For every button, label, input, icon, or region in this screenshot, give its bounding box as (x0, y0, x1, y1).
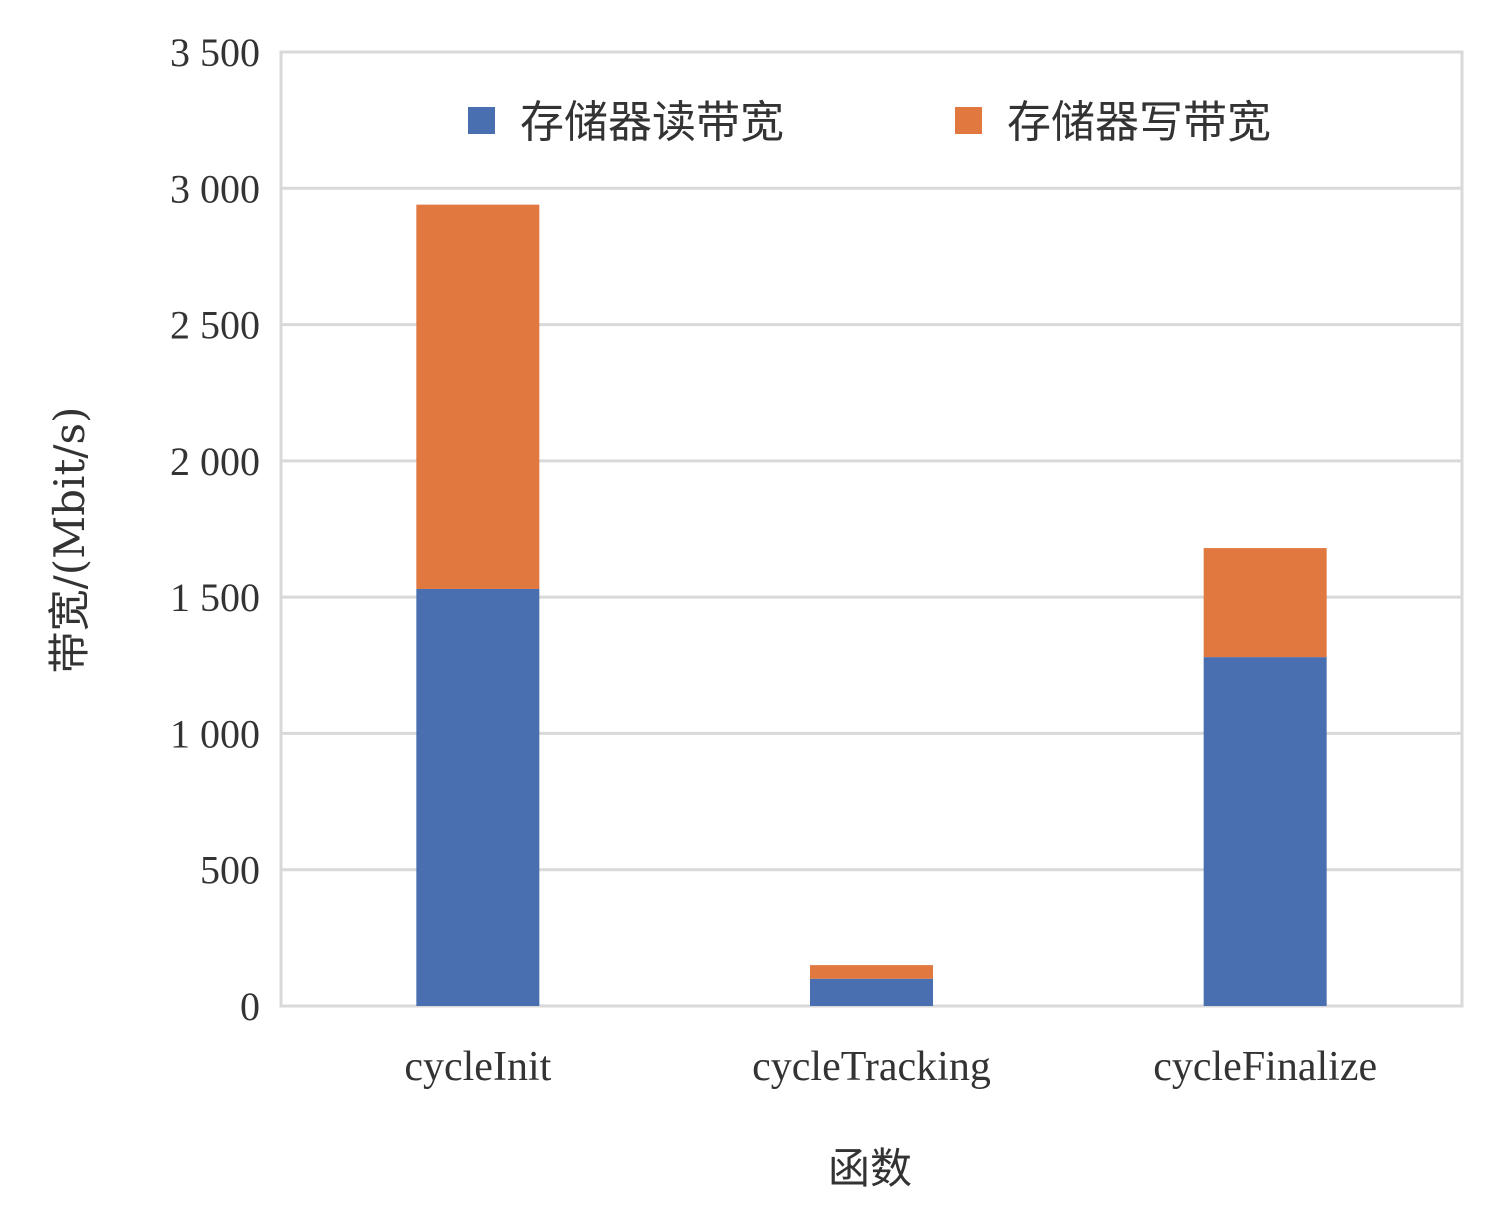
bar-segment (810, 978, 933, 1006)
x-tick-label: cycleInit (404, 1044, 551, 1090)
legend-label: 存储器读带宽 (520, 97, 784, 148)
x-tick-label: cycleTracking (752, 1044, 991, 1090)
bar-segment (416, 588, 540, 1006)
bar-segment (416, 204, 540, 589)
legend: 存储器读带宽 存储器写带宽 (468, 97, 1271, 148)
bars (416, 204, 1327, 1006)
y-tick-labels: 0 500 1 000 1 500 2 000 2 500 3 000 3 500 (170, 30, 260, 1029)
y-tick-label: 3 000 (170, 166, 260, 211)
y-tick-label: 0 (240, 984, 260, 1029)
legend-label: 存储器写带宽 (1007, 97, 1271, 148)
y-tick-label: 500 (200, 848, 260, 893)
x-tick-label: cycleFinalize (1153, 1044, 1377, 1090)
legend-swatch (955, 107, 982, 134)
y-axis-title: 带宽/(Mbit/s) (45, 407, 94, 674)
y-tick-label: 2 500 (170, 303, 260, 348)
bar-segment (1203, 657, 1327, 1006)
y-tick-label: 2 000 (170, 439, 260, 484)
bar-segment (1203, 548, 1327, 658)
y-tick-label: 1 500 (170, 575, 260, 620)
legend-swatch (468, 107, 495, 134)
x-axis-title: 函数 (828, 1144, 912, 1193)
y-tick-label: 1 000 (170, 711, 260, 756)
y-tick-label: 3 500 (170, 30, 260, 75)
x-tick-labels: cycleInit cycleTracking cycleFinalize (404, 1044, 1377, 1090)
bar-segment (810, 965, 933, 979)
